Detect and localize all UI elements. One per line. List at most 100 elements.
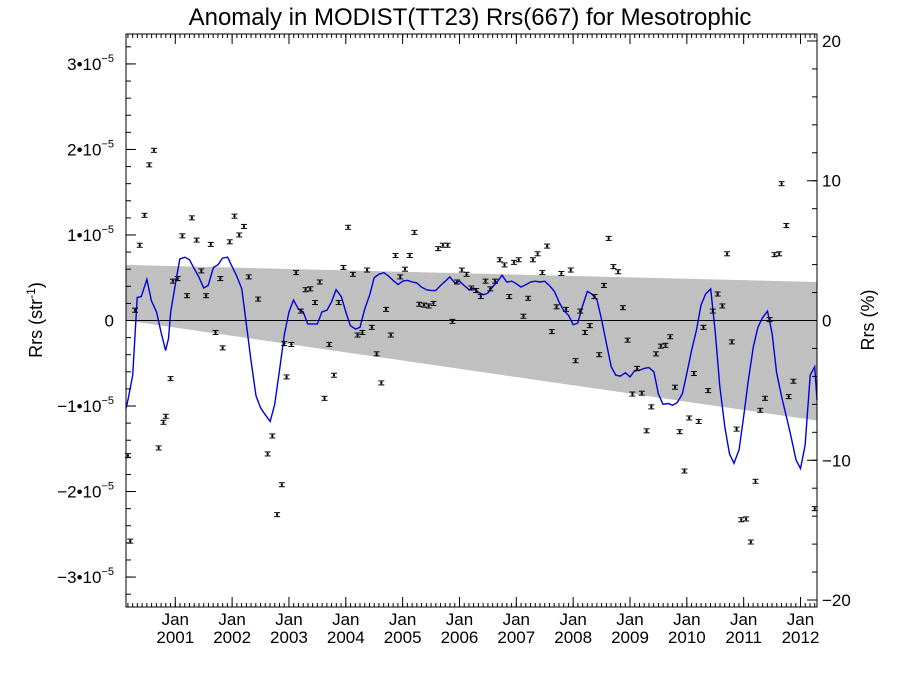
point-marker — [441, 244, 445, 247]
data-point — [771, 252, 778, 258]
data-point — [378, 380, 385, 386]
data-point — [586, 323, 593, 329]
data-point — [539, 270, 546, 276]
point-marker — [323, 397, 326, 400]
point-marker — [313, 301, 317, 304]
data-point — [783, 223, 790, 229]
point-marker — [361, 331, 364, 334]
point-marker — [365, 268, 369, 272]
data-point — [747, 539, 754, 545]
y-tick-label-right: 0 — [822, 312, 831, 331]
point-marker — [474, 289, 478, 292]
data-point — [392, 253, 399, 259]
data-point — [278, 482, 285, 488]
data-point — [297, 308, 304, 314]
point-marker — [787, 395, 790, 398]
data-point — [785, 394, 792, 400]
point-marker — [309, 287, 312, 291]
point-marker — [721, 304, 724, 308]
data-point — [463, 271, 470, 277]
y-tick-label-right: 10 — [822, 172, 841, 191]
point-marker — [256, 297, 260, 301]
point-marker — [304, 288, 307, 291]
point-marker — [683, 469, 686, 473]
x-tick-label-year: 2009 — [611, 628, 649, 647]
point-marker — [716, 292, 719, 296]
point-marker — [356, 333, 359, 337]
point-marker — [157, 446, 160, 450]
x-tick-label-month: Jan — [616, 610, 643, 629]
point-marker — [612, 265, 615, 268]
data-point — [269, 433, 276, 439]
point-marker — [418, 303, 421, 306]
data-point — [174, 276, 181, 282]
data-point — [544, 243, 551, 249]
point-marker — [169, 377, 172, 380]
data-point — [567, 267, 574, 273]
data-point — [681, 468, 688, 474]
data-point — [198, 268, 205, 274]
point-marker — [697, 420, 700, 423]
data-point — [236, 232, 243, 238]
point-marker — [640, 391, 644, 395]
data-point — [326, 341, 333, 347]
point-marker — [351, 273, 355, 276]
point-marker — [221, 346, 224, 350]
point-marker — [299, 309, 302, 313]
point-marker — [669, 335, 672, 338]
data-point — [245, 274, 252, 280]
data-point — [629, 391, 636, 397]
point-marker — [394, 254, 397, 257]
data-point — [728, 339, 735, 345]
data-point — [724, 251, 731, 257]
point-marker — [190, 216, 194, 220]
x-tick-label-month: Jan — [503, 610, 530, 629]
data-point — [643, 428, 650, 434]
data-point — [487, 286, 494, 292]
x-tick-label-month: Jan — [389, 610, 416, 629]
x-tick-label-year: 2012 — [782, 628, 820, 647]
x-tick-label-month: Jan — [162, 610, 189, 629]
point-marker — [659, 344, 663, 348]
point-marker — [768, 318, 771, 321]
point-marker — [342, 266, 345, 269]
point-marker — [185, 294, 189, 297]
data-point — [373, 351, 380, 357]
y-tick-label-left: −3•10−5 — [57, 566, 114, 587]
data-point — [345, 224, 352, 230]
point-marker — [209, 243, 213, 246]
point-marker — [283, 342, 286, 345]
point-marker — [470, 286, 473, 290]
data-point — [217, 276, 224, 282]
data-point — [657, 343, 664, 349]
point-marker — [432, 302, 435, 305]
y-tick-label-left: 2•10−5 — [67, 138, 114, 159]
data-point — [477, 294, 484, 300]
point-marker — [290, 343, 293, 346]
data-point — [510, 259, 517, 265]
data-point — [136, 242, 143, 248]
y-axis-label-left: Rrs (str-1) — [24, 282, 46, 358]
data-point — [458, 267, 465, 273]
point-marker — [389, 333, 393, 337]
point-marker — [328, 343, 331, 346]
x-tick-label-year: 2002 — [213, 628, 251, 647]
point-marker — [735, 427, 738, 431]
point-marker — [451, 320, 454, 323]
point-marker — [522, 315, 525, 318]
data-point — [167, 376, 174, 382]
data-point — [288, 341, 295, 347]
data-point — [255, 296, 262, 302]
data-point — [207, 241, 214, 247]
point-marker — [148, 163, 151, 167]
point-marker — [550, 330, 554, 333]
data-point — [281, 341, 288, 347]
point-marker — [238, 233, 241, 237]
data-point — [672, 384, 679, 390]
uncertainty-band — [126, 264, 817, 421]
point-marker — [688, 416, 691, 420]
point-marker — [171, 279, 175, 283]
y-tick-label-left: −1•10−5 — [57, 395, 114, 416]
data-point — [515, 257, 522, 263]
point-marker — [162, 421, 165, 424]
